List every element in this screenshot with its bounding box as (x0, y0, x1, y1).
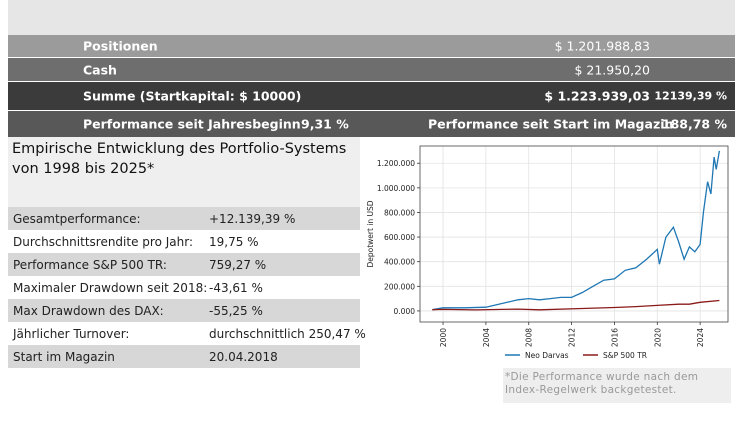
stats-row: Gesamtperformance: +12.139,39 % (8, 207, 360, 230)
label: Positionen (83, 38, 158, 54)
label: Performance seit Jahresbeginn (83, 116, 301, 132)
value: $ 1.223.939,03 (544, 88, 650, 104)
chart: 0.000 200.000 400.000 600.000 800.000 1.000.0… (366, 145, 729, 360)
series-line (432, 299, 720, 311)
stat-value: 759,27 % (209, 258, 267, 272)
stat-value: -43,61 % (209, 281, 263, 295)
summary-row: Cash $ 21.950,20 (8, 58, 735, 81)
footnote: *Die Performance wurde nach dem Index-Re… (503, 368, 731, 403)
stat-label: Maximaler Drawdown seit 2018: (13, 281, 208, 295)
stats-row: Start im Magazin 20.04.2018 (8, 345, 360, 368)
value: $ 21.950,20 (574, 62, 650, 77)
y-tick-label: 1.200.000 (377, 159, 415, 168)
series-line (432, 150, 721, 311)
plot-frame (419, 145, 729, 323)
x-tick-label: 2000 (439, 328, 448, 347)
x-tick-label: 2016 (610, 328, 619, 347)
y-tick-label: 400.000 (384, 258, 415, 267)
stats-row: Jährlicher Turnover: durchschnittlich 250… (8, 322, 366, 345)
stats-row: Maximaler Drawdown seit 2018: -43,61 % (8, 276, 360, 299)
x-tick-label: 2008 (525, 328, 534, 347)
y-tick-label: 1.000.000 (377, 184, 415, 193)
stats-row: Performance S&P 500 TR: 759,27 % (8, 253, 360, 276)
stats-row: Max Drawdown des DAX: -55,25 % (8, 299, 360, 322)
stat-value: durchschnittlich 250,47 % (209, 327, 366, 341)
stats-row: Durchschnittsrendite pro Jahr: 19,75 % (8, 230, 360, 253)
performance-row: Performance seit Jahresbeginn 9,31 % Per… (8, 111, 735, 137)
legend-label: S&P 500 TR (603, 351, 647, 360)
legend-label: Neo Darvas (525, 351, 569, 360)
label: Cash (83, 62, 117, 77)
summary-row: Positionen $ 1.201.988,83 (8, 35, 735, 57)
y-tick-label: 200.000 (384, 282, 415, 291)
stat-label: Performance S&P 500 TR: (13, 258, 167, 272)
stat-label: Start im Magazin (13, 350, 115, 364)
stat-label: Durchschnittsrendite pro Jahr: (13, 235, 193, 249)
y-tick-label: 800.000 (384, 208, 415, 217)
x-tick-label: 2012 (568, 328, 577, 347)
y-tick-label: 0.000 (394, 307, 416, 316)
stat-value: 19,75 % (209, 235, 259, 249)
value: $ 1.201.988,83 (554, 38, 650, 54)
y-tick-label: 600.000 (384, 233, 415, 242)
y-axis-label: Depotwert in USD (366, 200, 375, 267)
x-tick-label: 2020 (653, 328, 662, 347)
stat-label: Gesamtperformance: (13, 212, 141, 226)
label: Performance seit Start im Magazin (428, 116, 674, 132)
x-tick-label: 2024 (696, 328, 705, 347)
stat-label: Max Drawdown des DAX: (13, 304, 164, 318)
x-tick-label: 2004 (482, 328, 491, 347)
value: 9,31 % (301, 116, 349, 132)
stat-value: 20.04.2018 (209, 350, 278, 364)
stat-label: Jährlicher Turnover: (13, 327, 130, 341)
label: Summe (Startkapital: $ 10000) (83, 88, 302, 104)
stat-value: -55,25 % (209, 304, 263, 318)
stat-value: +12.139,39 % (209, 212, 296, 226)
summary-row: Summe (Startkapital: $ 10000) $ 1.223.93… (8, 82, 735, 110)
cut-row (8, 0, 735, 35)
value: 188,78 % (661, 116, 727, 132)
percent: 12139,39 % (654, 89, 727, 103)
stats-title: Empirische Entwicklung des Portfolio-Sys… (12, 141, 347, 177)
